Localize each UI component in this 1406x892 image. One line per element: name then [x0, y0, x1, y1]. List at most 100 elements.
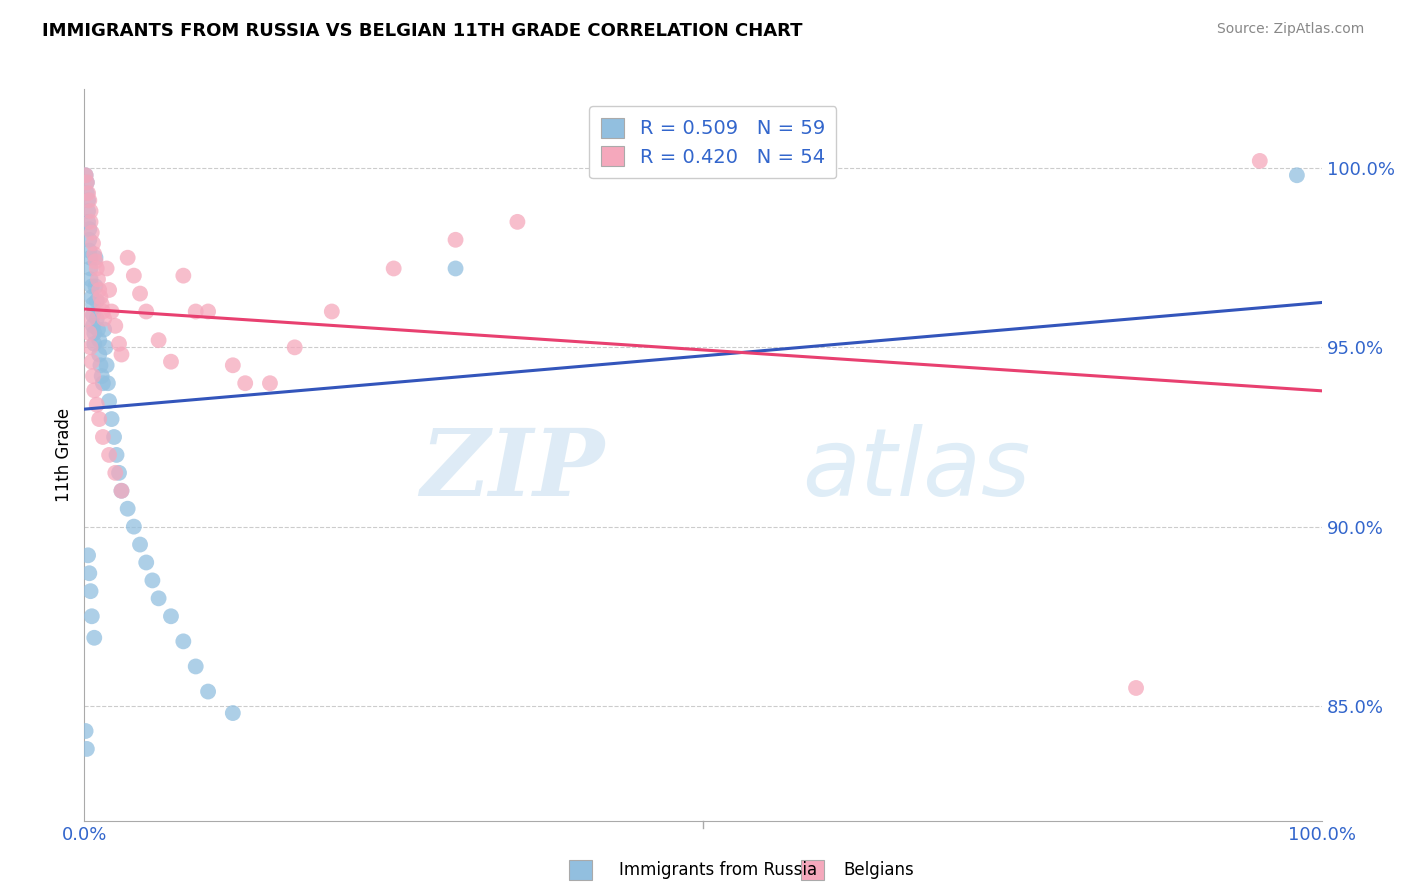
Text: Immigrants from Russia: Immigrants from Russia: [619, 861, 817, 879]
Point: [82, 369, 104, 384]
Point: [197, 304, 219, 318]
Point: [79, 261, 101, 276]
Point: [84, 279, 107, 293]
Point: [77, 215, 100, 229]
Point: [75, 168, 97, 182]
Point: [83, 336, 105, 351]
Point: [82, 297, 104, 311]
Point: [75, 724, 97, 739]
Point: [506, 215, 529, 229]
Point: [122, 268, 145, 283]
Point: [80, 279, 103, 293]
Point: [75, 168, 97, 182]
Point: [79, 566, 101, 581]
Point: [108, 466, 131, 480]
Point: [105, 448, 128, 462]
Point: [87, 322, 110, 336]
Point: [89, 412, 111, 426]
Point: [104, 318, 127, 333]
Point: [76, 186, 98, 201]
Point: [222, 359, 245, 373]
Point: [77, 311, 100, 326]
Point: [79, 584, 101, 599]
Point: [222, 706, 245, 720]
Point: [117, 501, 139, 516]
Point: [84, 251, 107, 265]
Point: [86, 261, 108, 276]
Point: [284, 340, 307, 354]
Point: [184, 304, 207, 318]
Point: [91, 304, 114, 318]
Point: [135, 556, 157, 570]
Point: [110, 483, 132, 498]
Point: [83, 326, 105, 340]
Point: [77, 186, 100, 201]
Point: [100, 304, 122, 318]
Point: [117, 251, 139, 265]
Point: [1125, 681, 1147, 695]
Point: [110, 347, 132, 361]
Point: [80, 226, 103, 240]
Point: [172, 634, 194, 648]
Point: [83, 247, 105, 261]
Point: [122, 519, 145, 533]
Point: [444, 261, 467, 276]
Point: [76, 742, 98, 756]
Text: atlas: atlas: [801, 424, 1031, 515]
Point: [93, 311, 115, 326]
Point: [104, 466, 127, 480]
Point: [86, 398, 108, 412]
Point: [89, 359, 111, 373]
Point: [141, 574, 163, 588]
Point: [98, 448, 121, 462]
Point: [233, 376, 256, 391]
Point: [89, 347, 111, 361]
Point: [108, 336, 131, 351]
Point: [93, 322, 115, 336]
Text: ZIP: ZIP: [420, 425, 605, 515]
Point: [86, 293, 108, 308]
Point: [98, 283, 121, 297]
Point: [82, 308, 104, 322]
Point: [76, 176, 98, 190]
Point: [80, 290, 103, 304]
Point: [83, 384, 105, 398]
Point: [82, 318, 104, 333]
Point: [79, 222, 101, 236]
Point: [98, 394, 121, 409]
Point: [321, 304, 343, 318]
Point: [79, 244, 101, 258]
Point: [103, 430, 125, 444]
Point: [79, 204, 101, 219]
Point: [79, 215, 101, 229]
Point: [90, 369, 112, 384]
Point: [82, 236, 104, 251]
Point: [184, 659, 207, 673]
Point: [87, 272, 110, 286]
Point: [100, 412, 122, 426]
Point: [79, 251, 101, 265]
Point: [80, 609, 103, 624]
Point: [172, 268, 194, 283]
Point: [160, 354, 183, 368]
Point: [382, 261, 405, 276]
Y-axis label: 11th Grade: 11th Grade: [55, 408, 73, 502]
Point: [444, 233, 467, 247]
Point: [79, 326, 101, 340]
Point: [77, 194, 100, 208]
Point: [135, 304, 157, 318]
Point: [86, 311, 108, 326]
Point: [79, 340, 101, 354]
Point: [89, 290, 111, 304]
Point: [94, 340, 117, 354]
Point: [90, 297, 112, 311]
Text: Belgians: Belgians: [844, 861, 914, 879]
Point: [96, 359, 118, 373]
Point: [129, 537, 152, 551]
Point: [197, 684, 219, 698]
Point: [77, 549, 100, 563]
Text: Source: ZipAtlas.com: Source: ZipAtlas.com: [1216, 22, 1364, 37]
Point: [96, 261, 118, 276]
Point: [259, 376, 281, 391]
Point: [1249, 153, 1271, 168]
